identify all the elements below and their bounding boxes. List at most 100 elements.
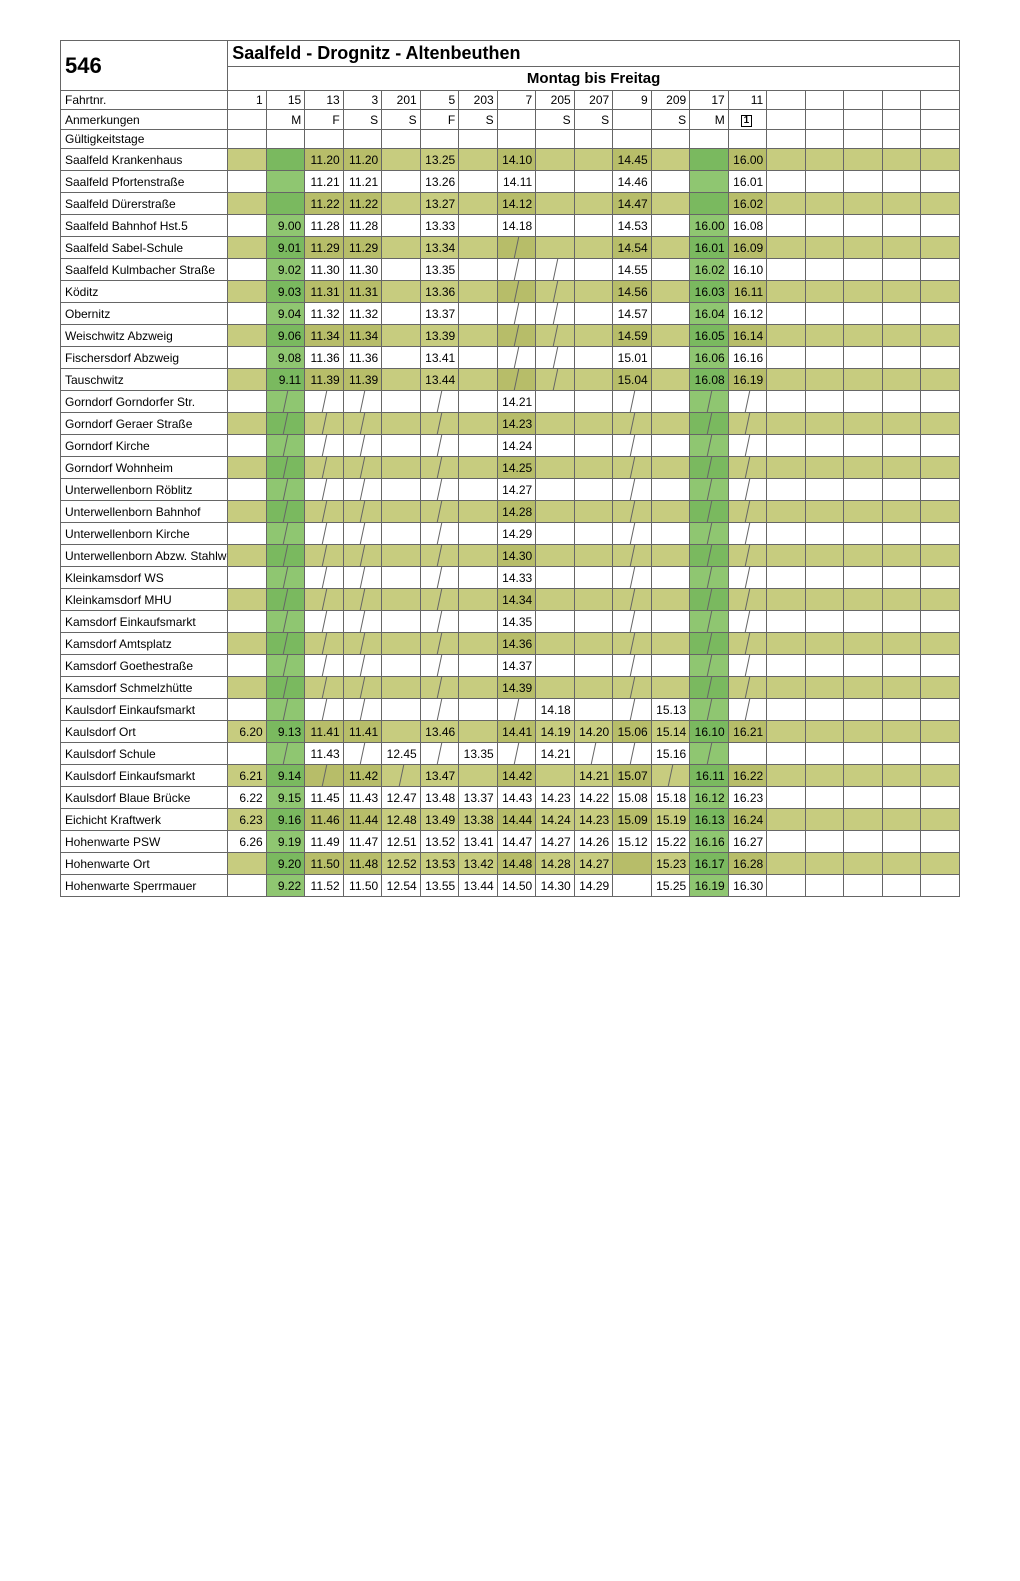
header-value	[882, 91, 921, 110]
time	[844, 325, 883, 347]
time	[651, 369, 690, 391]
time	[382, 655, 421, 677]
time: 14.30	[497, 545, 536, 567]
time	[343, 545, 382, 567]
time	[805, 787, 844, 809]
time	[767, 479, 806, 501]
time	[613, 413, 652, 435]
time	[921, 193, 960, 215]
time	[651, 611, 690, 633]
time	[690, 479, 729, 501]
time: 15.23	[651, 853, 690, 875]
time	[459, 655, 498, 677]
time	[805, 655, 844, 677]
time	[305, 677, 344, 699]
time	[228, 193, 267, 215]
time	[228, 501, 267, 523]
time	[305, 413, 344, 435]
header-value	[767, 91, 806, 110]
time: 9.13	[266, 721, 305, 743]
time	[459, 479, 498, 501]
stop-name: Kaulsdorf Ort	[61, 721, 228, 743]
time	[305, 633, 344, 655]
time	[574, 259, 613, 281]
time	[228, 171, 267, 193]
time: 16.28	[728, 853, 767, 875]
time	[882, 787, 921, 809]
time	[459, 633, 498, 655]
time	[882, 677, 921, 699]
time	[536, 545, 575, 567]
time: 11.28	[305, 215, 344, 237]
time: 14.23	[536, 787, 575, 809]
time	[844, 523, 883, 545]
time	[882, 303, 921, 325]
time	[536, 215, 575, 237]
header-value	[728, 130, 767, 149]
time	[651, 149, 690, 171]
time	[382, 435, 421, 457]
time	[382, 457, 421, 479]
time	[382, 611, 421, 633]
time	[305, 435, 344, 457]
time	[844, 721, 883, 743]
time: 11.28	[343, 215, 382, 237]
time	[574, 391, 613, 413]
time	[805, 721, 844, 743]
time	[574, 523, 613, 545]
time: 11.20	[343, 149, 382, 171]
time	[228, 369, 267, 391]
time	[536, 193, 575, 215]
time: 14.12	[497, 193, 536, 215]
time	[767, 369, 806, 391]
time	[921, 677, 960, 699]
stop-name: Kaulsdorf Schule	[61, 743, 228, 765]
time: 14.47	[497, 831, 536, 853]
header-value: 209	[651, 91, 690, 110]
time	[536, 765, 575, 787]
header-value	[767, 110, 806, 130]
time	[882, 391, 921, 413]
time: 15.22	[651, 831, 690, 853]
time	[767, 391, 806, 413]
time	[767, 589, 806, 611]
time	[805, 611, 844, 633]
time	[844, 787, 883, 809]
time: 16.16	[690, 831, 729, 853]
time	[266, 545, 305, 567]
time	[497, 369, 536, 391]
time	[651, 545, 690, 567]
time: 16.01	[690, 237, 729, 259]
time	[228, 325, 267, 347]
time: 14.26	[574, 831, 613, 853]
header-value	[921, 91, 960, 110]
time	[767, 853, 806, 875]
time	[805, 237, 844, 259]
time	[805, 589, 844, 611]
time: 14.27	[497, 479, 536, 501]
time	[844, 413, 883, 435]
time	[613, 523, 652, 545]
time	[921, 831, 960, 853]
time	[921, 259, 960, 281]
header-value	[767, 130, 806, 149]
time	[767, 501, 806, 523]
time	[574, 149, 613, 171]
time	[343, 413, 382, 435]
time	[728, 413, 767, 435]
time	[574, 633, 613, 655]
time	[459, 171, 498, 193]
time	[921, 281, 960, 303]
header-value: 1	[728, 110, 767, 130]
time	[882, 237, 921, 259]
time: 15.12	[613, 831, 652, 853]
time	[228, 875, 267, 897]
time: 13.55	[420, 875, 459, 897]
time: 14.21	[574, 765, 613, 787]
time	[651, 259, 690, 281]
time	[420, 567, 459, 589]
time: 14.37	[497, 655, 536, 677]
time: 16.12	[728, 303, 767, 325]
time	[497, 259, 536, 281]
time	[921, 721, 960, 743]
